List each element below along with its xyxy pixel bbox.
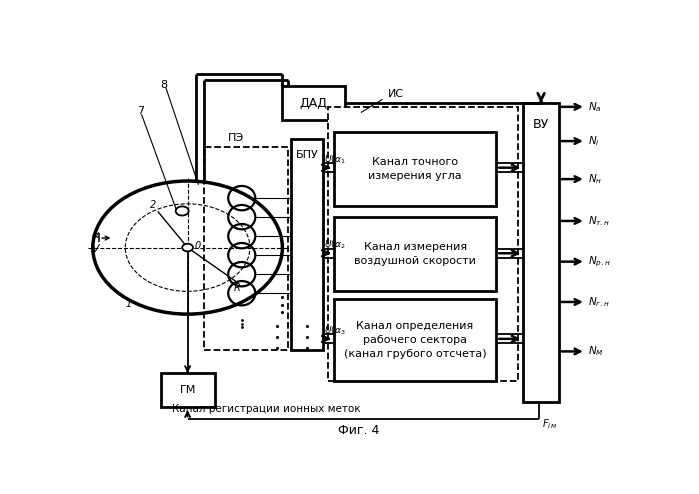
Text: ГМ: ГМ bbox=[180, 385, 196, 395]
Text: $N_{т.н}$: $N_{т.н}$ bbox=[589, 214, 611, 228]
Text: $N_{i}$: $N_{i}$ bbox=[589, 134, 600, 148]
Text: ИС: ИС bbox=[388, 89, 404, 99]
Text: $\alpha$: $\alpha$ bbox=[91, 230, 101, 240]
Text: ПЭ: ПЭ bbox=[228, 133, 245, 143]
Text: Канал точного
измерения угла: Канал точного измерения угла bbox=[368, 157, 462, 181]
Text: 8: 8 bbox=[161, 80, 168, 90]
Text: 1: 1 bbox=[125, 298, 131, 309]
Text: $U(\alpha_2$: $U(\alpha_2$ bbox=[324, 239, 345, 251]
Text: ДАД: ДАД bbox=[300, 96, 328, 110]
Bar bbox=[524, 103, 559, 402]
Text: Канал определения
рабочего сектора
(канал грубого отсчета): Канал определения рабочего сектора (кана… bbox=[344, 321, 487, 359]
Text: Фиг. 4: Фиг. 4 bbox=[338, 424, 379, 437]
Text: R: R bbox=[233, 284, 240, 293]
Text: $N_н$: $N_н$ bbox=[589, 172, 603, 186]
Text: 2: 2 bbox=[150, 200, 156, 209]
Text: $N_{г.н}$: $N_{г.н}$ bbox=[589, 295, 610, 309]
Bar bbox=[204, 147, 288, 350]
Bar bbox=[291, 139, 323, 350]
Text: 0: 0 bbox=[194, 242, 201, 251]
Text: $U(\alpha_1$: $U(\alpha_1$ bbox=[324, 153, 345, 166]
Circle shape bbox=[175, 206, 189, 215]
Text: $U(\alpha_3$: $U(\alpha_3$ bbox=[324, 325, 345, 337]
Text: $N_М$: $N_М$ bbox=[589, 344, 605, 358]
Text: V: V bbox=[91, 244, 99, 254]
Text: 7: 7 bbox=[137, 106, 144, 117]
Text: БПУ: БПУ bbox=[296, 150, 318, 160]
Bar bbox=[329, 107, 518, 381]
Bar bbox=[282, 86, 345, 120]
Text: $N_{р.н}$: $N_{р.н}$ bbox=[589, 254, 611, 269]
Text: Канал регистрации ионных меток: Канал регистрации ионных меток bbox=[172, 404, 361, 414]
Bar bbox=[334, 217, 496, 291]
Text: ВУ: ВУ bbox=[533, 118, 549, 131]
Text: $F_{i\,м}$: $F_{i\,м}$ bbox=[542, 417, 558, 431]
Bar bbox=[334, 131, 496, 206]
Text: Канал измерения
воздушной скорости: Канал измерения воздушной скорости bbox=[354, 242, 476, 266]
Bar bbox=[161, 373, 215, 408]
Text: $N_а$: $N_а$ bbox=[589, 100, 603, 114]
Bar bbox=[334, 299, 496, 381]
Circle shape bbox=[182, 244, 193, 251]
